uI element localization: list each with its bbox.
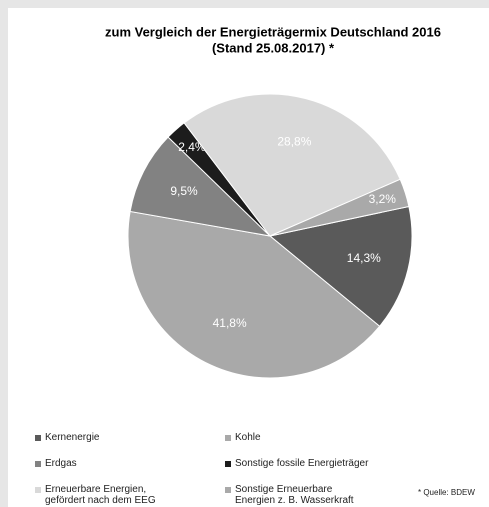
legend-swatch [35, 435, 41, 441]
data-label: 9,5% [170, 184, 198, 198]
pie-slice [183, 93, 401, 237]
data-label: 41,8% [213, 316, 247, 330]
legend-swatch [35, 487, 41, 493]
pie-slice [127, 210, 381, 379]
legend-label: Erdgas [45, 458, 77, 469]
legend-item: Erneuerbare Energien, gefördert nach dem… [35, 484, 185, 506]
data-label: 3,2% [369, 192, 397, 206]
legend-item: Kohle [225, 432, 375, 443]
pie-slice [268, 205, 413, 327]
data-label: 2,4% [178, 140, 206, 154]
pie-slice [269, 178, 410, 237]
chart-subtitle: (Stand 25.08.2017) * [212, 40, 335, 55]
legend-item: Erdgas [35, 458, 185, 469]
legend-label: Erneuerbare Energien, gefördert nach dem… [45, 484, 156, 506]
source-note: * Quelle: BDEW [418, 488, 475, 497]
data-label: 28,8% [277, 135, 311, 149]
legend-item: Kernenergie [35, 432, 185, 443]
chart-title: zum Vergleich der Energieträgermix Deuts… [105, 24, 441, 39]
legend-label: Sonstige Erneuerbare Energien z. B. Wass… [235, 484, 354, 506]
legend-swatch [225, 487, 231, 493]
legend-item: Sonstige fossile Energieträger [225, 458, 375, 469]
legend-swatch [225, 461, 231, 467]
legend-label: Sonstige fossile Energieträger [235, 458, 369, 469]
legend-label: Kernenergie [45, 432, 100, 443]
legend-swatch [225, 435, 231, 441]
pie-slice [129, 136, 272, 237]
legend-item: Sonstige Erneuerbare Energien z. B. Wass… [225, 484, 375, 506]
legend-label: Kohle [235, 432, 261, 443]
legend-swatch [35, 461, 41, 467]
data-label: 14,3% [347, 251, 381, 265]
